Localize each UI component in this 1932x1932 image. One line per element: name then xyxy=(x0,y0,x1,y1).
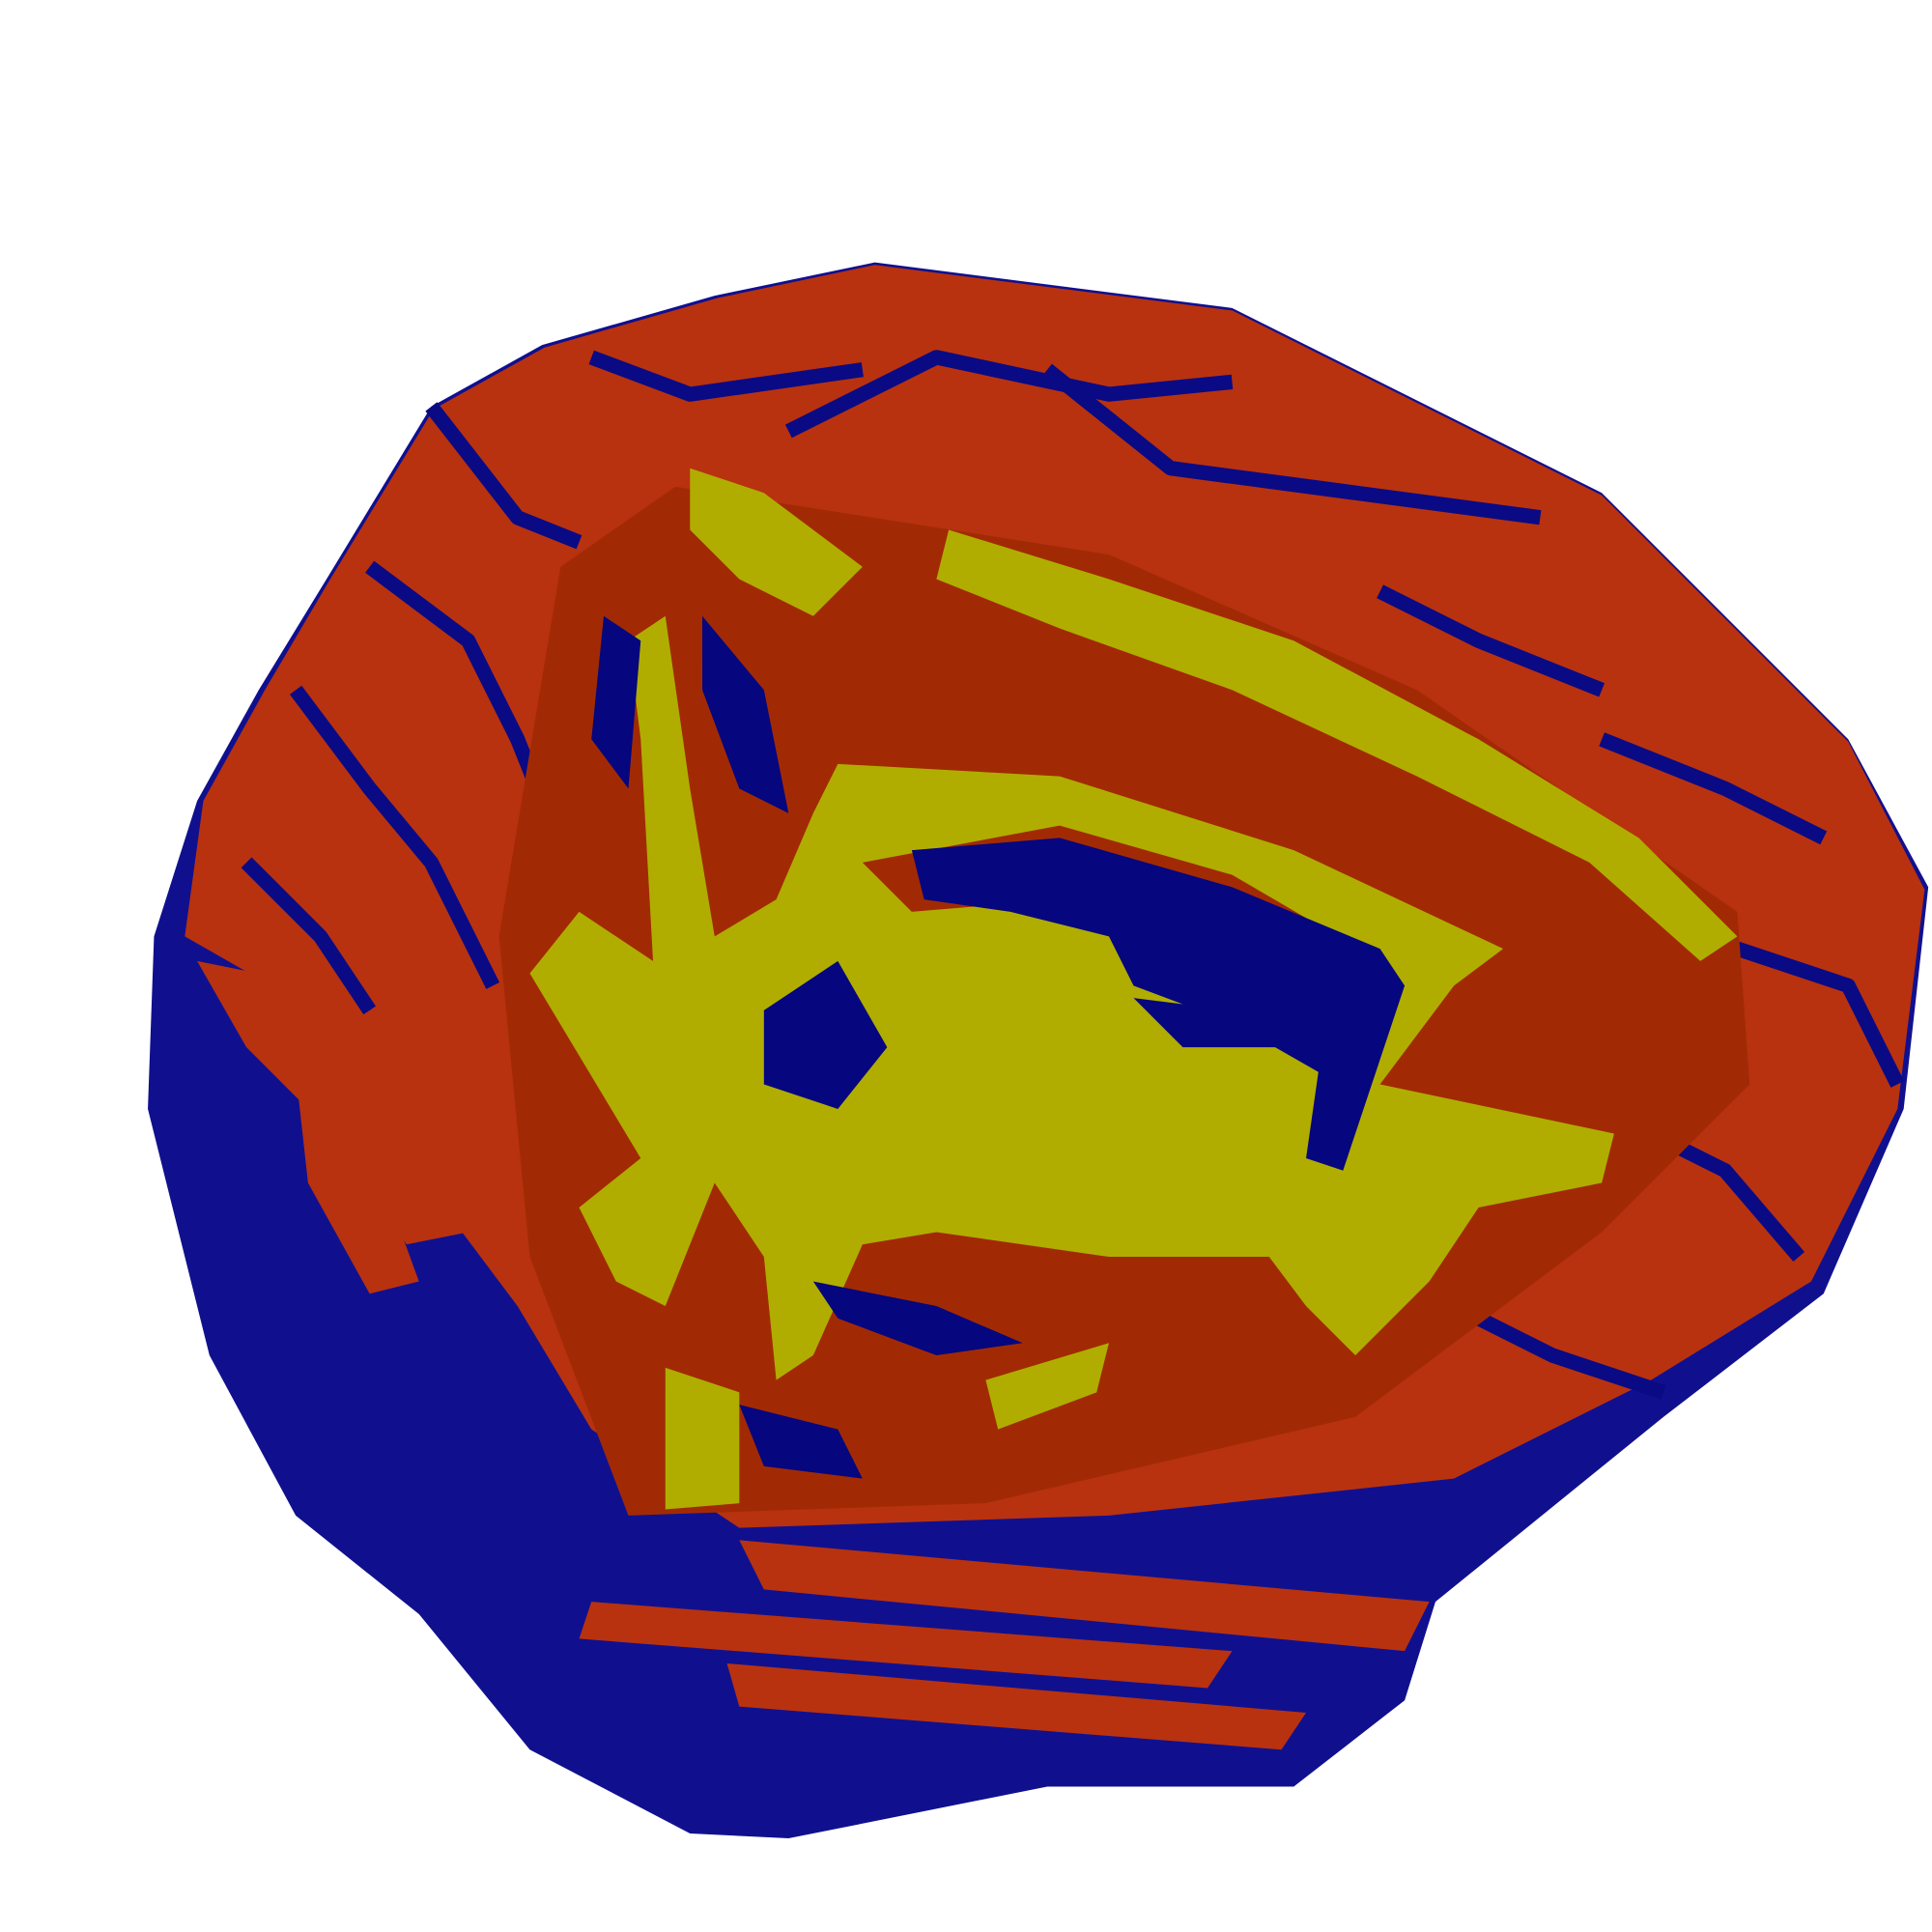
ventricles xyxy=(591,615,1406,1479)
sulci-upper xyxy=(241,350,1905,1400)
cortex-lower-stripes xyxy=(197,960,1430,1750)
